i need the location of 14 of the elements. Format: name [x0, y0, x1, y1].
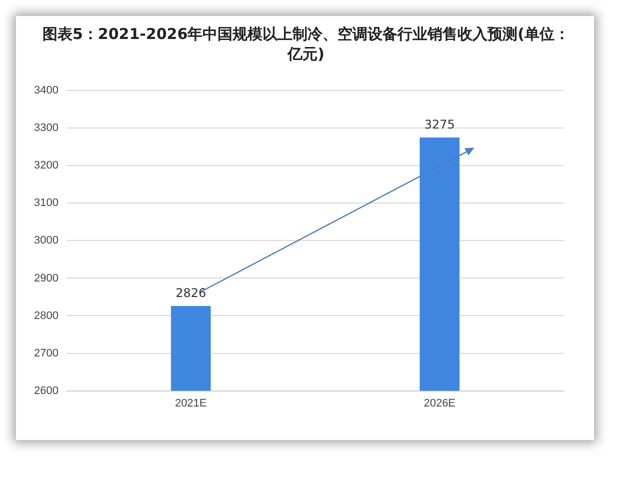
y-tick-label: 2700 — [34, 347, 58, 360]
y-tick-label: 2600 — [34, 384, 58, 397]
y-tick-label: 3300 — [34, 122, 58, 134]
y-tick-label: 3000 — [34, 234, 58, 247]
data-label: 3275 — [424, 118, 455, 132]
y-tick-label: 2900 — [34, 272, 58, 284]
y-tick-label: 3400 — [34, 84, 58, 97]
chart-title: 图表5：2021-2026年中国规模以上制冷、空调设备行业销售收入预测(单位：亿元) — [41, 24, 570, 64]
y-tick-label: 3200 — [34, 160, 58, 172]
y-tick-label: 3100 — [34, 197, 58, 210]
x-tick-label: 2021E — [174, 397, 207, 410]
y-tick-label: 2800 — [34, 310, 58, 322]
data-label: 2826 — [176, 286, 206, 300]
x-tick-label: 2026E — [424, 397, 456, 410]
